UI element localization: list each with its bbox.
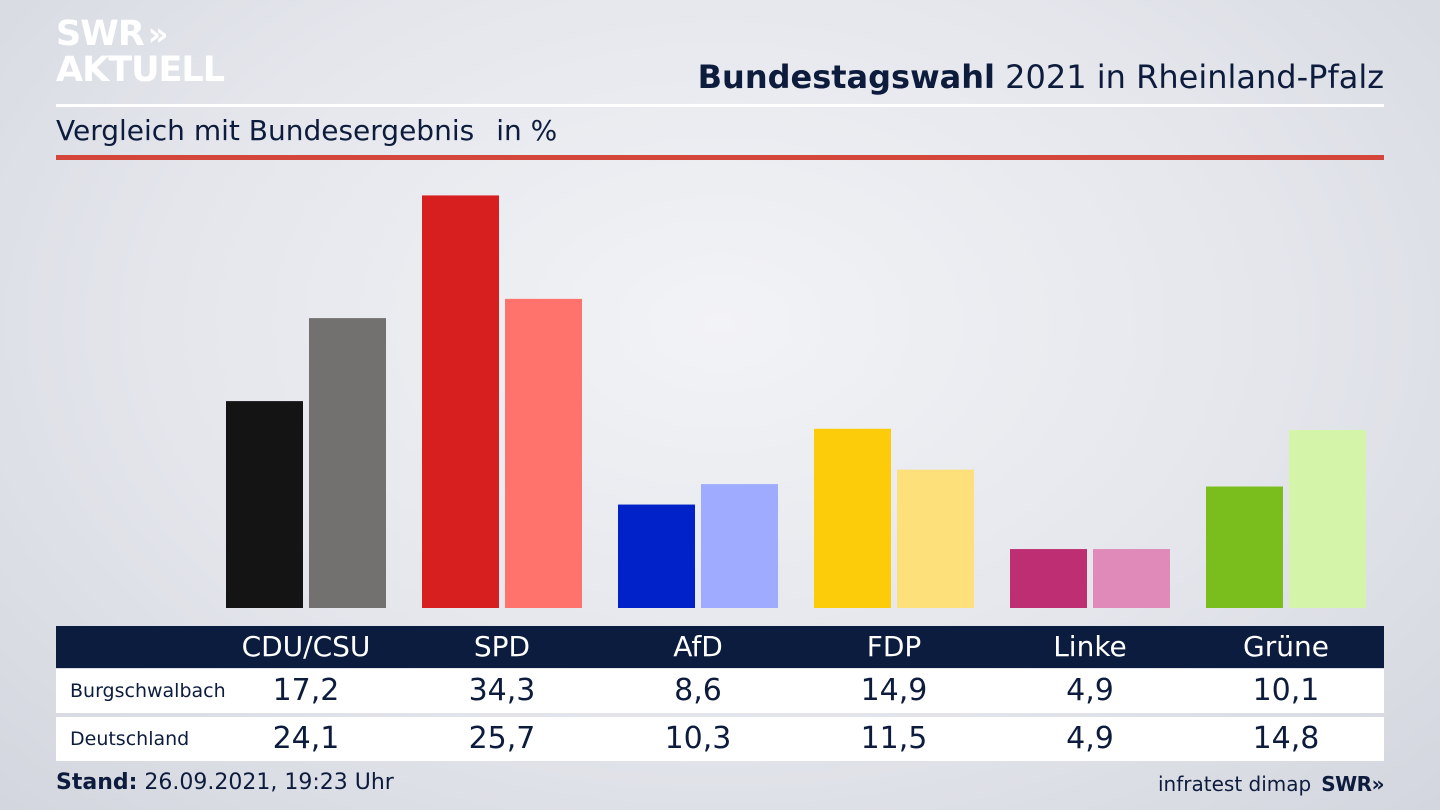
swr-footer-logo: SWR» (1321, 772, 1384, 796)
chart-subtitle: Vergleich mit Bundesergebnis in % (56, 114, 557, 147)
table-row: Deutschland 24,1 25,7 10,3 11,5 4,9 14,8 (56, 717, 1384, 761)
unit-label: in % (496, 114, 558, 147)
source-credit: infratest dimap SWR» (1158, 772, 1384, 796)
bar-cdu-csu-deutschland (309, 318, 386, 608)
bar-gr-ne-deutschland (1289, 429, 1366, 608)
bar-fdp-burgschwalbach (814, 428, 891, 608)
value-cell: 24,1 (272, 721, 340, 756)
bar-afd-burgschwalbach (618, 504, 695, 608)
swr-aktuell-logo: SWR» AKTUELL (56, 16, 226, 90)
bar-spd-burgschwalbach (422, 195, 499, 609)
value-cell: 25,7 (468, 721, 536, 756)
bar-linke-deutschland (1093, 549, 1170, 608)
logo-line-2: AKTUELL (56, 50, 225, 90)
column-header: CDU/CSU (241, 630, 371, 663)
bar-linke-burgschwalbach (1010, 549, 1087, 608)
row-label-deutschland: Deutschland (70, 728, 190, 750)
value-cell: 8,6 (674, 673, 722, 708)
bar-afd-deutschland (701, 484, 778, 608)
timestamp: Stand: 26.09.2021, 19:23 Uhr (56, 770, 394, 795)
column-header: FDP (866, 630, 922, 663)
page-title: Bundestagswahl 2021 in Rheinland-Pfalz (698, 58, 1384, 96)
logo-line-1: SWR» (56, 16, 226, 52)
value-cell: 11,5 (860, 721, 928, 756)
value-cell: 34,3 (468, 673, 536, 708)
title-bold: Bundestagswahl (697, 58, 995, 96)
accent-divider (56, 155, 1384, 160)
value-cell: 4,9 (1066, 673, 1114, 708)
results-table-header: CDU/CSU SPD AfD FDP Linke Grüne (56, 626, 1384, 668)
value-cell: 10,3 (664, 721, 732, 756)
subtitle-text: Vergleich mit Bundesergebnis (56, 114, 475, 147)
row-label-burgschwalbach: Burgschwalbach (70, 680, 226, 702)
logo-text-swr: SWR (56, 14, 145, 54)
value-cell: 14,9 (860, 673, 928, 708)
value-cell: 10,1 (1252, 673, 1320, 708)
value-cell: 14,8 (1252, 721, 1320, 756)
title-rest: 2021 in Rheinland-Pfalz (995, 58, 1384, 96)
bar-cdu-csu-burgschwalbach (226, 401, 303, 608)
bar-gr-ne-burgschwalbach (1206, 486, 1283, 608)
source-label: infratest dimap (1158, 772, 1312, 796)
bar-spd-deutschland (505, 298, 582, 608)
column-header: SPD (473, 630, 531, 663)
header-divider (56, 104, 1384, 107)
table-row: Burgschwalbach 17,2 34,3 8,6 14,9 4,9 10,1 (56, 669, 1384, 713)
column-header: Linke (1053, 630, 1127, 663)
column-header: Grüne (1243, 630, 1329, 663)
column-header: AfD (673, 630, 723, 663)
stand-value: 26.09.2021, 19:23 Uhr (137, 770, 394, 795)
value-cell: 17,2 (272, 673, 340, 708)
bar-fdp-deutschland (897, 469, 974, 608)
value-cell: 4,9 (1066, 721, 1114, 756)
stand-label: Stand: (56, 770, 138, 795)
